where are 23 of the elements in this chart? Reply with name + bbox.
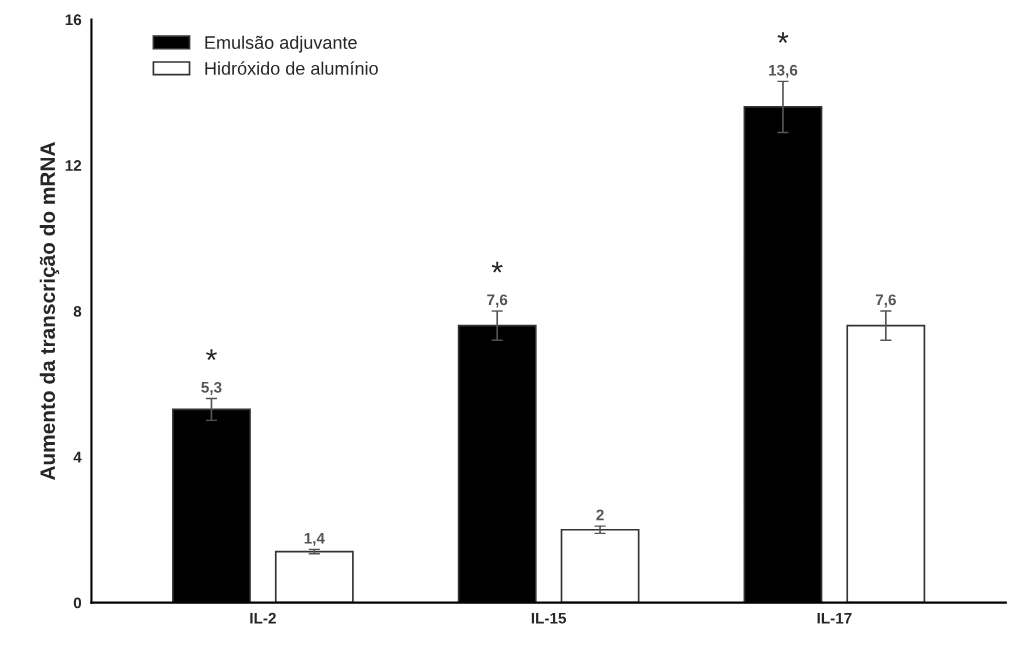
annotation: * [777, 32, 789, 43]
bar [846, 324, 926, 603]
y-axis-title: Aumento da transcrição do mRNA [39, 142, 60, 481]
annotation: * [206, 349, 217, 361]
x-tick-label: IL-17 [817, 612, 852, 624]
y-tick-label: 16 [65, 14, 82, 26]
bar [274, 550, 354, 603]
data-label: 5,3 [201, 381, 222, 395]
y-tick-label: 0 [73, 597, 82, 609]
data-label: 7,6 [487, 294, 508, 308]
data-label: 1,4 [304, 532, 325, 546]
y-tick-label: 4 [73, 451, 82, 463]
y-tick-label: 12 [65, 160, 82, 171]
bar [560, 528, 640, 603]
data-label: 2 [596, 509, 604, 521]
data-label: 13,6 [769, 64, 798, 78]
data-label: 7,6 [875, 294, 896, 308]
y-tick-label: 8 [73, 305, 82, 317]
legend-label: Hidróxido de alumínio [205, 61, 378, 75]
legend-label: Emulsão adjuvante [205, 35, 357, 53]
x-tick-label: IL-15 [531, 612, 567, 624]
x-tick-label: IL-2 [250, 612, 276, 624]
annotation: * [491, 261, 503, 273]
